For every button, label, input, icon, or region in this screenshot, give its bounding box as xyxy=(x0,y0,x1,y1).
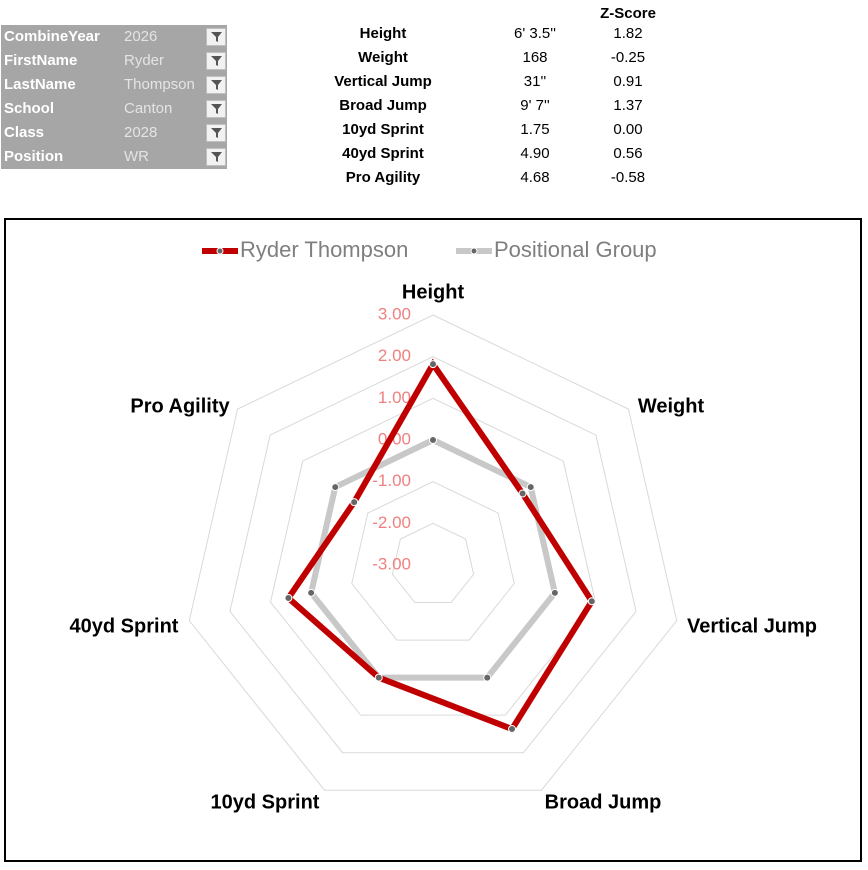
chart: 3.002.001.000.00-1.00-2.00-3.00HeightWei… xyxy=(70,237,817,813)
axis-label: Pro Agility xyxy=(130,395,230,417)
marker xyxy=(307,588,316,597)
row-measure: 4.68 xyxy=(520,169,550,186)
row-measure: 6' 3.5'' xyxy=(514,25,556,42)
row-zscore: 1.82 xyxy=(613,25,643,42)
axis-label: Height xyxy=(402,281,465,303)
grid-ring xyxy=(351,481,515,641)
filter-button[interactable] xyxy=(206,28,226,46)
grid-ring xyxy=(229,356,637,754)
filter-row: LastName Thompson xyxy=(1,73,227,97)
grid-ring xyxy=(269,397,597,716)
axis-label: 10yd Sprint xyxy=(211,791,320,813)
filter-value: Ryder xyxy=(124,52,165,69)
axis-label: Vertical Jump xyxy=(687,615,817,637)
axis-label: Broad Jump xyxy=(545,791,662,813)
filter-value: Canton xyxy=(124,100,173,117)
marker xyxy=(284,594,293,603)
filter-button[interactable] xyxy=(206,52,226,70)
filter-row: Class 2028 xyxy=(1,121,227,145)
row-label: 10yd Sprint xyxy=(342,121,424,138)
row-zscore: 0.56 xyxy=(613,145,643,162)
filter-icon xyxy=(211,80,222,90)
row-measure: 4.90 xyxy=(520,145,550,162)
r-tick-label: 2.00 xyxy=(378,346,411,365)
filter-value: Thompson xyxy=(124,76,195,93)
zscore-table: Z-Score Height 6' 3.5'' 1.82 Weight 168 -0.25 V… xyxy=(330,0,690,200)
filter-icon xyxy=(211,152,222,162)
row-label: 40yd Sprint xyxy=(342,145,424,162)
marker xyxy=(587,597,596,606)
marker xyxy=(429,436,437,444)
marker xyxy=(526,483,535,492)
legend-label: Ryder Thompson xyxy=(240,237,408,262)
marker xyxy=(483,673,492,682)
axis-label: Weight xyxy=(638,395,705,417)
row-measure: 168 xyxy=(522,49,548,66)
chart-frame: 3.00 2.00 1.00 0.00 -1.00 -2.00 -3.00 Height Wei… xyxy=(4,218,862,862)
filter-row: CombineYear 2026 xyxy=(1,25,227,49)
filter-row: Position WR xyxy=(1,145,227,169)
row-label: Weight xyxy=(358,49,408,66)
filter-label: CombineYear xyxy=(4,28,100,45)
marker xyxy=(518,489,527,498)
filter-label: LastName xyxy=(4,76,76,93)
filter-icon xyxy=(211,104,222,114)
legend-marker xyxy=(470,247,478,255)
row-label: Pro Agility xyxy=(345,169,421,186)
row-zscore: 0.00 xyxy=(613,121,643,138)
filter-button[interactable] xyxy=(206,76,226,94)
r-tick-label: -3.00 xyxy=(372,554,411,573)
grid-ring xyxy=(188,314,678,791)
axis-label: 40yd Sprint xyxy=(70,615,179,637)
marker xyxy=(350,498,359,507)
row-zscore: 0.91 xyxy=(613,73,643,90)
series-line xyxy=(284,358,596,733)
filter-panel: CombineYear 2026 FirstName Ryder LastName Tho… xyxy=(1,25,227,169)
filter-label: Position xyxy=(4,148,64,165)
table-header: Z-Score xyxy=(600,5,656,22)
row-label: Broad Jump xyxy=(339,97,427,114)
r-tick-label: 1.00 xyxy=(378,388,411,407)
filter-label: School xyxy=(4,100,55,117)
row-zscore: -0.25 xyxy=(610,49,646,66)
filter-row: School Canton xyxy=(1,97,227,121)
filter-value: 2028 xyxy=(124,124,158,141)
marker xyxy=(550,588,559,597)
row-zscore: -0.58 xyxy=(610,169,646,186)
series-line xyxy=(307,436,559,681)
filter-label: FirstName xyxy=(4,52,78,69)
row-zscore: 1.37 xyxy=(613,97,643,114)
row-label: Height xyxy=(359,25,407,42)
filter-button[interactable] xyxy=(206,100,226,118)
marker xyxy=(508,725,517,734)
filter-button[interactable] xyxy=(206,148,226,166)
filter-label: Class xyxy=(4,124,45,141)
marker xyxy=(429,360,437,369)
row-measure: 9' 7'' xyxy=(520,97,550,114)
legend-label: Positional Group xyxy=(494,237,657,262)
marker xyxy=(374,673,383,682)
r-tick-label: -1.00 xyxy=(372,471,411,490)
filter-row: FirstName Ryder xyxy=(1,49,227,73)
r-tick-label: -2.00 xyxy=(372,513,411,532)
row-measure: 31'' xyxy=(523,73,547,90)
filter-icon xyxy=(211,32,222,42)
legend-marker xyxy=(216,247,224,255)
marker xyxy=(331,483,340,492)
filter-icon xyxy=(211,128,222,138)
filter-value: WR xyxy=(124,148,149,165)
r-tick-label: 3.00 xyxy=(378,304,411,323)
row-measure: 1.75 xyxy=(520,121,550,138)
filter-value: 2026 xyxy=(124,28,158,45)
grid-ring xyxy=(391,522,475,604)
row-label: Vertical Jump xyxy=(334,73,432,90)
filter-button[interactable] xyxy=(206,124,226,142)
filter-icon xyxy=(211,56,222,66)
